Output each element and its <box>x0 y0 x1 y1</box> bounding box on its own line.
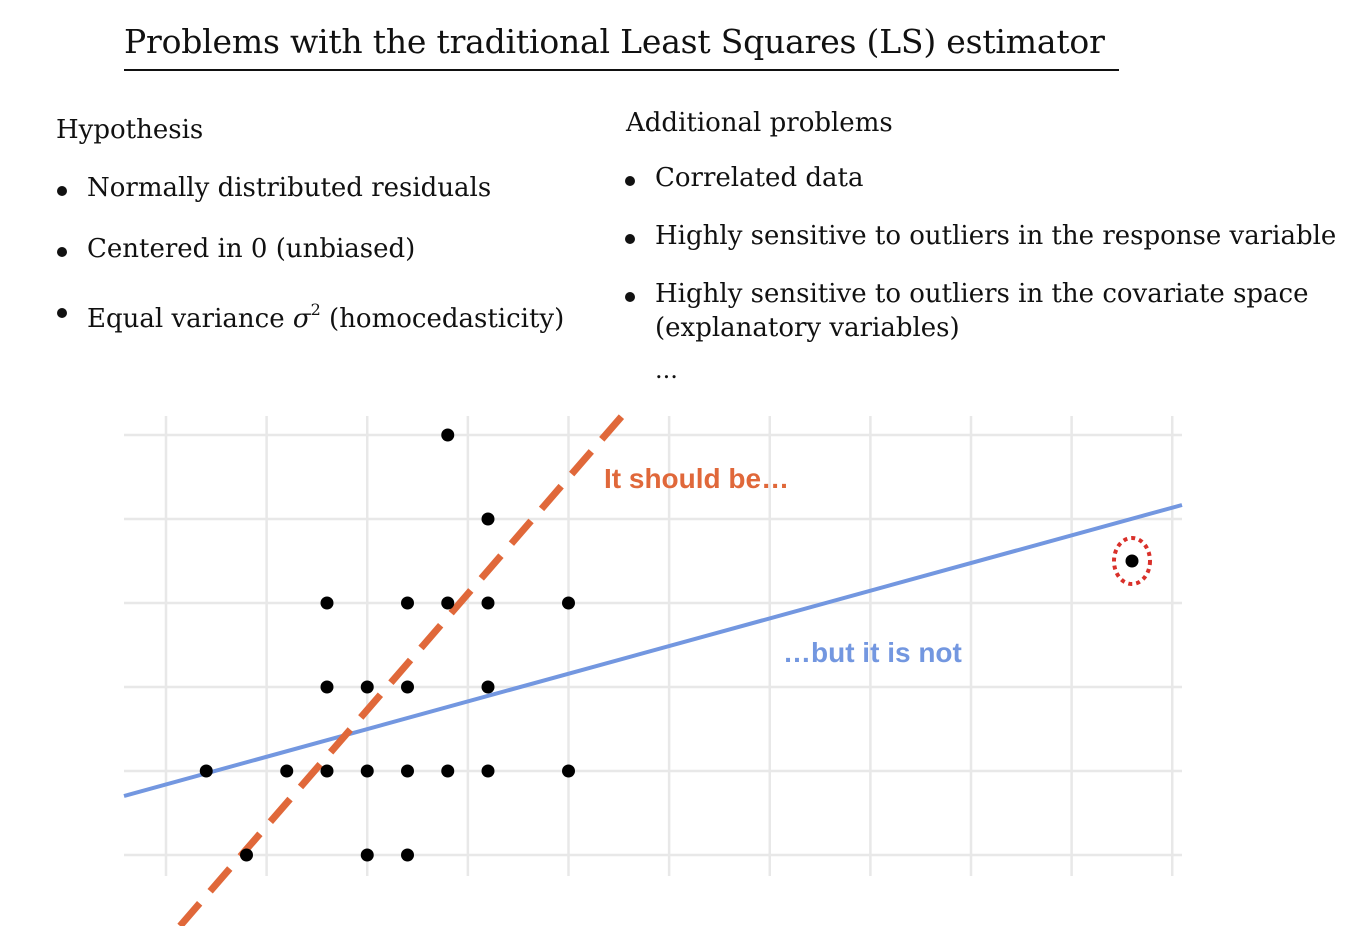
data-points <box>199 428 1139 862</box>
expected-regression-line <box>177 413 625 926</box>
data-point <box>481 596 495 610</box>
data-point <box>1125 554 1139 568</box>
fitted-ls-line <box>123 503 1183 798</box>
data-point <box>441 428 455 442</box>
data-point <box>199 764 213 778</box>
data-point <box>562 596 575 610</box>
slide-title: Problems with the traditional Least Squa… <box>124 22 1105 61</box>
additional-problems-section: Additional problems Correlated data High… <box>625 108 1336 369</box>
data-point <box>441 596 455 610</box>
additional-problems-list: Correlated data Highly sensitive to outl… <box>625 161 1336 345</box>
data-point <box>401 680 414 694</box>
sigma-symbol: σ <box>292 304 311 334</box>
data-point <box>280 764 294 778</box>
data-point <box>481 764 495 778</box>
data-point <box>481 512 495 526</box>
annotation-should-be: It should be… <box>604 463 789 494</box>
data-point <box>240 848 253 862</box>
data-point <box>441 764 455 778</box>
plot-grid <box>124 416 1182 876</box>
data-point <box>320 596 334 610</box>
title-underline <box>124 69 1119 71</box>
list-item: Centered in 0 (unbiased) <box>57 232 564 266</box>
annotation-but-it-is-not: …but it is not <box>783 637 962 668</box>
data-point <box>320 680 334 694</box>
bullet-icon <box>57 186 67 196</box>
data-point <box>401 848 414 862</box>
bullet-icon <box>625 292 635 302</box>
hypothesis-list: Normally distributed residuals Centered … <box>56 171 564 336</box>
data-point <box>401 764 414 778</box>
bullet-icon <box>625 234 635 244</box>
bullet-icon <box>57 308 67 318</box>
outlier-marker <box>1112 536 1152 586</box>
additional-problems-heading: Additional problems <box>626 108 893 138</box>
list-item: Normally distributed residuals <box>57 171 564 205</box>
data-point <box>481 680 495 694</box>
bullet-icon <box>625 176 635 186</box>
hypothesis-heading: Hypothesis <box>56 115 204 145</box>
ellipsis-text: ... <box>655 356 678 384</box>
data-point <box>360 764 374 778</box>
bullet-icon <box>57 247 67 257</box>
list-item: Correlated data <box>625 161 1336 195</box>
list-item: Highly sensitive to outliers in the resp… <box>625 219 1336 253</box>
list-item: Equal variance σ2 (homocedasticity) <box>57 293 564 336</box>
hypothesis-section: Hypothesis Normally distributed residual… <box>56 115 564 363</box>
list-item: Highly sensitive to outliers in the cova… <box>625 277 1336 345</box>
data-point <box>360 848 374 862</box>
data-point <box>401 596 414 610</box>
data-point <box>360 680 374 694</box>
data-point <box>562 764 575 778</box>
data-point <box>320 764 334 778</box>
